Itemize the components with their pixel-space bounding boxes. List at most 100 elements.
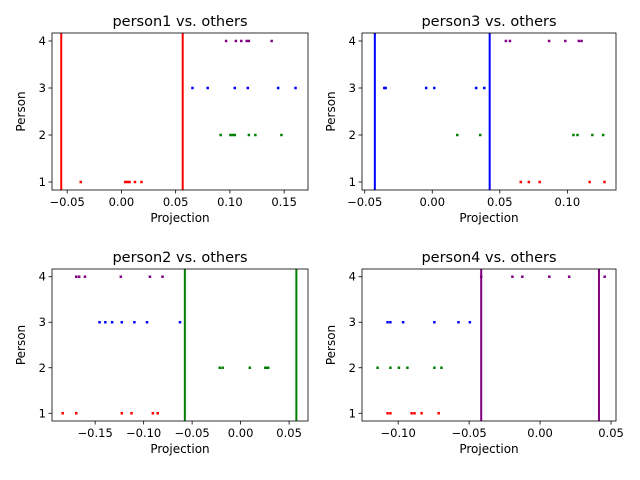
data-point (456, 133, 459, 137)
x-tick-label: 0.00 (228, 426, 254, 440)
data-point (123, 180, 127, 184)
y-axis-label: Person (324, 91, 338, 131)
data-point (61, 412, 64, 415)
data-point (401, 320, 405, 324)
data-point (548, 275, 551, 278)
y-axis-label: Person (14, 91, 28, 131)
data-point (424, 86, 428, 90)
x-tick-label: 0.05 (276, 426, 302, 440)
x-tick-label: 0.05 (598, 426, 624, 440)
data-point (240, 39, 243, 43)
data-point (110, 320, 114, 324)
data-point (437, 412, 440, 415)
data-point (577, 39, 581, 43)
x-tick-label: −0.05 (452, 426, 487, 440)
data-point (224, 39, 228, 43)
data-point (603, 180, 606, 184)
x-tick-label: 0.00 (109, 195, 135, 209)
data-point (433, 320, 436, 324)
x-tick-label: 0.00 (419, 195, 445, 209)
x-axis-label: Projection (459, 211, 518, 225)
data-point (79, 180, 82, 184)
data-point (397, 366, 401, 370)
data-point (413, 412, 416, 415)
data-point (386, 320, 389, 324)
data-point (140, 180, 143, 184)
y-tick-label: 4 (39, 34, 46, 48)
data-point (270, 39, 273, 43)
data-point (191, 86, 194, 90)
x-tick-label: 0.10 (555, 195, 581, 209)
data-point (119, 275, 123, 278)
data-point (219, 133, 222, 137)
x-tick-label: 0.00 (527, 426, 553, 440)
axes-frame (51, 32, 309, 191)
y-axis-label: Person (324, 325, 338, 365)
data-point (145, 320, 149, 324)
data-point (221, 366, 224, 370)
subplot-4: −0.10 −0.05 0.00 0.05 1 2 3 4 person4 vs. others… (324, 250, 624, 456)
data-point (266, 366, 270, 370)
data-point (130, 412, 133, 415)
subplot-1: −0.05 0.00 0.05 0.10 0.15 1 2 3 4 person1 vs. oth… (14, 14, 309, 225)
data-point (420, 412, 423, 415)
subplot-2: −0.05 0.00 0.05 0.10 1 2 3 4 person3 vs. others P… (324, 14, 617, 225)
data-point (457, 320, 460, 324)
data-point (151, 412, 155, 415)
data-point (247, 133, 251, 137)
data-point (265, 366, 268, 370)
data-point (234, 39, 238, 43)
x-tick-label: −0.10 (381, 426, 416, 440)
data-point (389, 320, 392, 324)
data-point (538, 180, 541, 184)
data-point (580, 39, 583, 43)
data-point (567, 275, 571, 278)
data-point (178, 320, 182, 324)
data-point (276, 86, 280, 90)
subplot-3: −0.15 −0.10 −0.05 0.00 0.05 1 2 3 4 person2 vs. o… (14, 250, 309, 456)
data-point (389, 366, 392, 370)
y-tick-label: 1 (39, 175, 46, 189)
data-point (504, 39, 508, 43)
data-point (161, 275, 164, 278)
data-point (246, 86, 250, 90)
y-tick-label: 3 (39, 315, 46, 329)
data-point (572, 133, 575, 137)
data-point (218, 366, 222, 370)
y-tick-label: 2 (349, 361, 356, 375)
data-point (233, 133, 237, 137)
data-point (521, 275, 524, 278)
data-point (254, 133, 257, 137)
data-point (384, 86, 387, 90)
x-tick-label: 0.15 (271, 195, 297, 209)
data-point (148, 275, 152, 278)
data-point (74, 412, 78, 415)
data-point (133, 180, 137, 184)
data-point (547, 39, 551, 43)
x-axis-label: Projection (150, 211, 209, 225)
data-point (601, 133, 605, 137)
x-axis-label: Projection (150, 442, 209, 456)
data-point (527, 180, 531, 184)
x-tick-label: −0.05 (174, 426, 209, 440)
data-point (156, 412, 159, 415)
data-point (468, 320, 472, 324)
y-tick-label: 1 (349, 175, 356, 189)
data-point (564, 39, 567, 43)
subplot-title: person2 vs. others (112, 250, 247, 266)
x-axis-label: Projection (459, 442, 518, 456)
data-point (245, 39, 248, 43)
data-point (519, 180, 522, 184)
y-tick-label: 2 (349, 128, 356, 142)
subplot-title: person4 vs. others (421, 250, 556, 266)
data-point (126, 180, 129, 184)
data-point (508, 39, 512, 43)
data-point (376, 366, 379, 370)
data-point (440, 366, 443, 370)
data-point (120, 412, 124, 415)
data-point (511, 275, 514, 278)
data-point (591, 133, 594, 137)
data-point (576, 133, 579, 137)
data-point (433, 86, 436, 90)
